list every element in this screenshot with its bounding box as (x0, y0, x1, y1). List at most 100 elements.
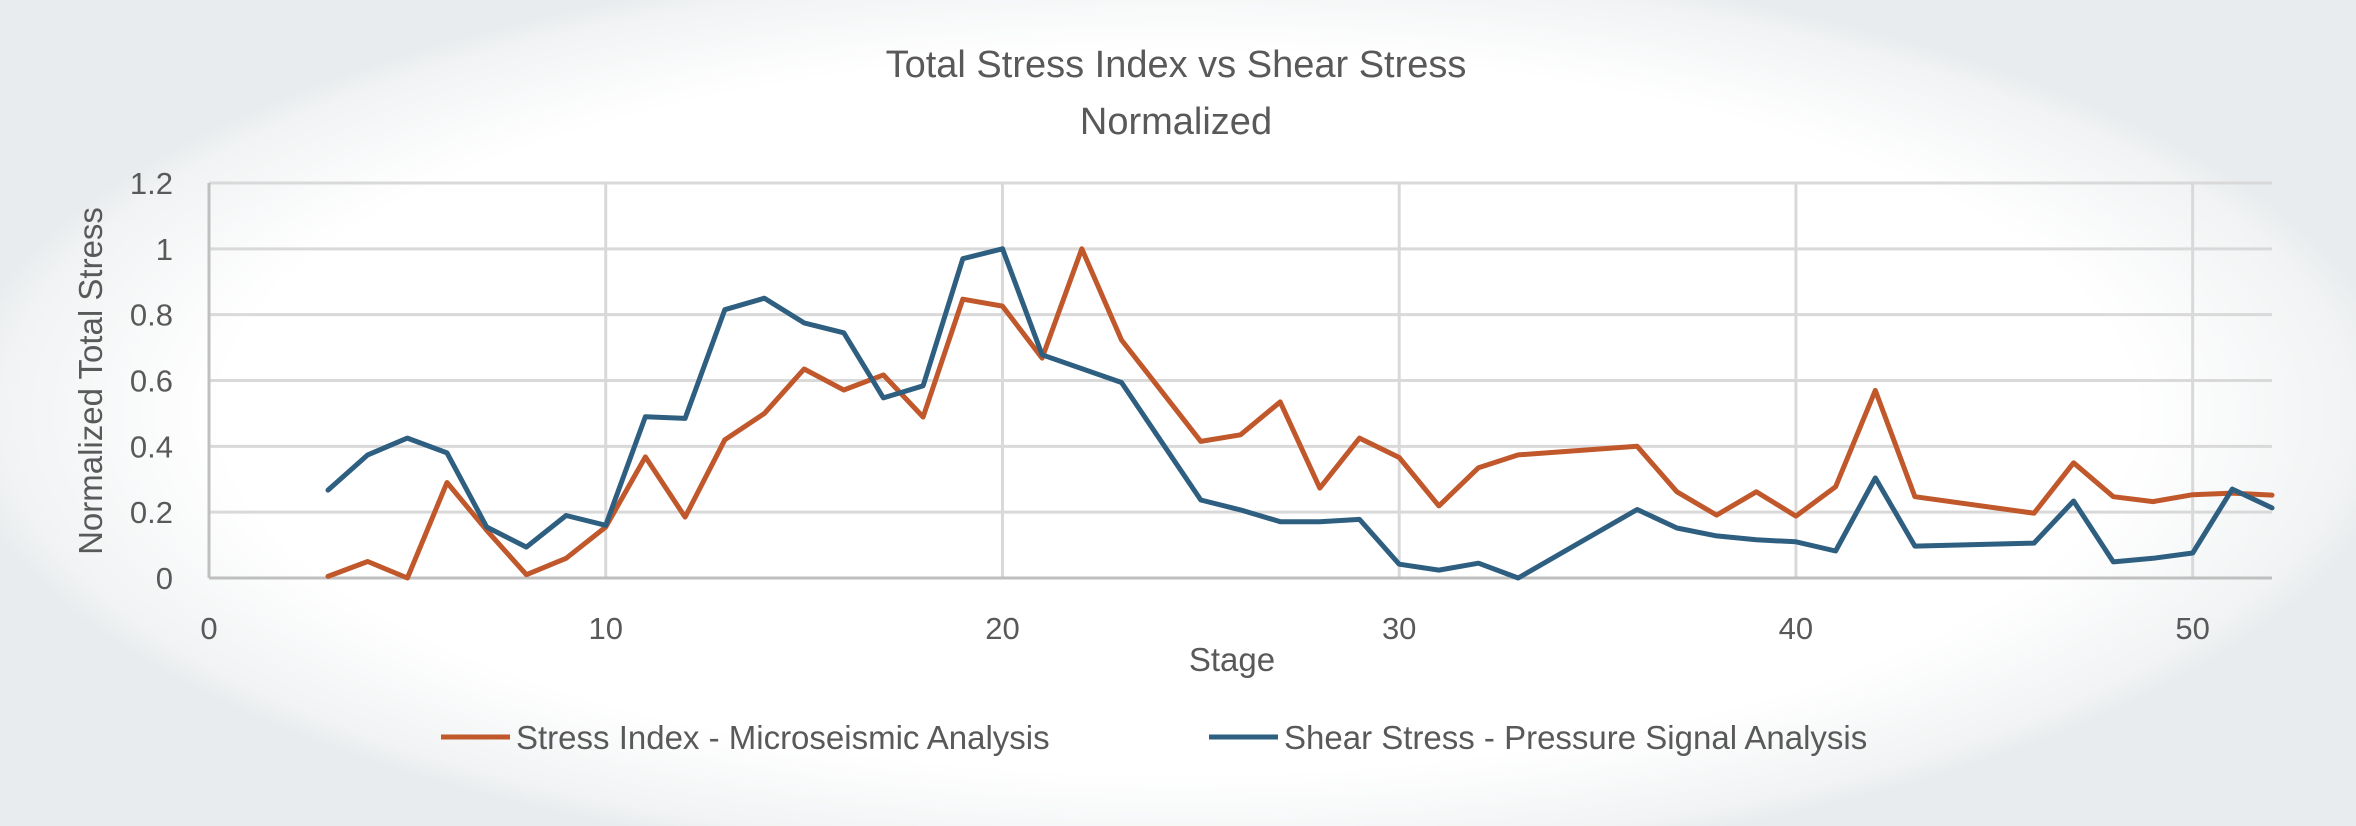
stress-index-point (1515, 452, 1521, 458)
shear-stress-point (2110, 559, 2116, 565)
stress-index-point (801, 366, 807, 372)
stress-index-point (920, 414, 926, 420)
shear-stress-point (1436, 567, 1442, 573)
stress-index-point (960, 296, 966, 302)
series-line-stress-index (325, 246, 2275, 581)
shear-stress-point (1753, 537, 1759, 543)
stress-index-point (1674, 489, 1680, 495)
shear-stress-point (1238, 507, 1244, 513)
shear-stress-point (1912, 543, 1918, 549)
y-axis-ticks: 0 0.2 0.4 0.6 0.8 1 1.2 (130, 166, 173, 596)
shear-stress-point (880, 395, 886, 401)
stress-index-point (365, 559, 371, 565)
y-tick-label: 0.4 (130, 429, 173, 464)
x-tick-label: 50 (2175, 611, 2209, 646)
stress-index-point (642, 454, 648, 460)
stress-index-point (682, 514, 688, 520)
shear-stress-point (841, 330, 847, 336)
stress-index-point (1436, 503, 1442, 509)
shear-stress-point (1833, 548, 1839, 554)
shear-stress-point (404, 435, 410, 441)
shear-stress-point (801, 320, 807, 326)
x-tick-label: 20 (985, 611, 1019, 646)
stress-index-point (1277, 399, 1283, 405)
stress-index-point (1079, 246, 1085, 252)
shear-stress-point (2229, 486, 2235, 492)
chart-subtitle: Normalized (1080, 101, 1272, 143)
stress-index-point (841, 387, 847, 393)
stress-index-point (2071, 460, 2077, 466)
gridlines (207, 181, 2272, 580)
shear-stress-point (563, 512, 569, 518)
y-axis-label: Normalized Total Stress (72, 207, 109, 555)
series-lines (325, 246, 2275, 581)
y-tick-label: 1.2 (130, 166, 173, 201)
shear-stress-point (999, 246, 1005, 252)
stress-index-point (1396, 455, 1402, 461)
shear-stress-point (1277, 519, 1283, 525)
shear-stress-point (1714, 533, 1720, 539)
stress-index-point (1118, 337, 1124, 343)
stress-index-point (761, 410, 767, 416)
shear-stress-point (642, 414, 648, 420)
shear-stress-point (2031, 540, 2037, 546)
stress-index-point (1793, 513, 1799, 519)
stress-index-point (1912, 494, 1918, 500)
stress-index-point (404, 575, 410, 581)
stress-index-point (2150, 499, 2156, 505)
shear-stress-point (1198, 497, 1204, 503)
y-tick-label: 0.8 (130, 298, 173, 333)
y-tick-label: 1 (156, 232, 173, 267)
stress-index-point (1476, 465, 1482, 471)
y-tick-label: 0.2 (130, 495, 173, 530)
shear-stress-point (2190, 550, 2196, 556)
chart-title: Total Stress Index vs Shear Stress (886, 44, 1467, 86)
stress-index-point (1714, 512, 1720, 518)
shear-stress-point (722, 307, 728, 313)
x-tick-label: 30 (1382, 611, 1416, 646)
legend-label-stress-index[interactable]: Stress Index - Microseismic Analysis (516, 719, 1050, 756)
shear-stress-point (325, 487, 331, 493)
stress-index-point (563, 555, 569, 561)
stress-index-point (523, 572, 529, 578)
x-tick-label: 10 (588, 611, 622, 646)
stress-index-point (1198, 438, 1204, 444)
stress-index-point (1872, 387, 1878, 393)
series-line-shear-stress (325, 246, 2275, 581)
stress-index-point (1634, 443, 1640, 449)
stress-index-point (1357, 435, 1363, 441)
stress-index-point (1238, 432, 1244, 438)
shear-stress-point (484, 524, 490, 530)
y-tick-label: 0 (156, 561, 173, 596)
shear-stress-point (523, 544, 529, 550)
shear-stress-point (1396, 561, 1402, 567)
shear-stress-point (1118, 379, 1124, 385)
shear-stress-point (1793, 539, 1799, 545)
legend: Stress Index - Microseismic Analysis She… (441, 719, 1867, 756)
stress-index-point (999, 303, 1005, 309)
stress-index-point (444, 480, 450, 486)
y-tick-label: 0.6 (130, 364, 173, 399)
stress-index-point (2269, 492, 2275, 498)
shear-stress-point (2150, 555, 2156, 561)
x-axis-ticks: 0 10 20 30 40 50 (200, 611, 2210, 646)
x-axis-label: Stage (1189, 641, 1275, 678)
shear-stress-point (761, 295, 767, 301)
shear-stress-point (1476, 560, 1482, 566)
shear-stress-point (2269, 505, 2275, 511)
legend-label-shear-stress[interactable]: Shear Stress - Pressure Signal Analysis (1284, 719, 1867, 756)
shear-stress-point (1357, 516, 1363, 522)
stress-index-point (2190, 492, 2196, 498)
stress-index-point (880, 372, 886, 378)
stress-index-point (722, 437, 728, 443)
shear-stress-point (603, 522, 609, 528)
shear-stress-point (1317, 519, 1323, 525)
shear-stress-point (1039, 352, 1045, 358)
shear-stress-point (960, 256, 966, 262)
shear-stress-point (444, 450, 450, 456)
stress-index-point (1317, 485, 1323, 491)
shear-stress-point (365, 452, 371, 458)
shear-stress-point (2071, 498, 2077, 504)
x-tick-label: 0 (200, 611, 217, 646)
